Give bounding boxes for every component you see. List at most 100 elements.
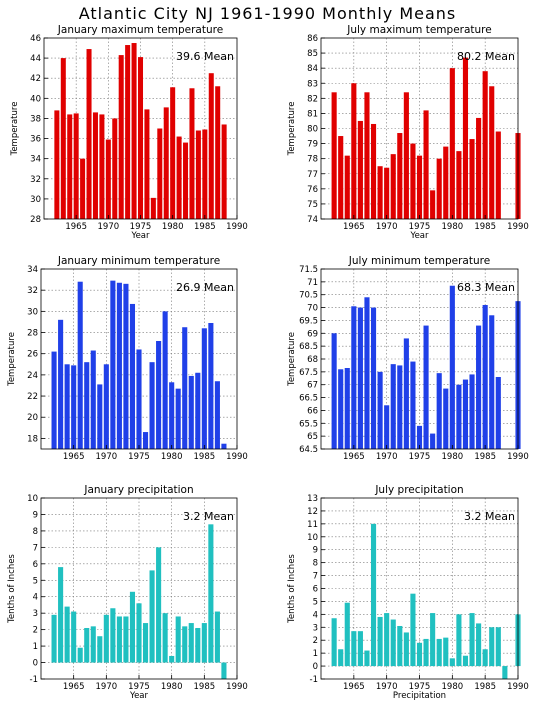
bar-1988	[221, 124, 227, 219]
y-tick-label: 2	[33, 626, 38, 636]
y-tick-label: 32	[30, 175, 41, 185]
bar-1966	[357, 631, 363, 667]
bar-1986	[489, 315, 495, 449]
bar-1969	[97, 384, 103, 449]
y-tick-label: 5	[33, 576, 38, 586]
y-tick-label: 68	[307, 355, 318, 365]
y-tick-label: 2	[313, 636, 318, 646]
bar-1963	[60, 58, 66, 219]
y-tick-label: 1	[33, 642, 38, 652]
bar-1984	[195, 627, 201, 663]
x-tick-label: 1980	[442, 222, 464, 232]
chart-panel-3: 18 20 22 24 26 28 30 32 34 1965 1970 1975 1980 1985 19…	[7, 255, 248, 462]
bar-1981	[456, 614, 462, 667]
y-axis-label: Temperature	[7, 332, 17, 387]
y-tick-label: 80	[307, 125, 318, 135]
bar-1975	[416, 155, 423, 219]
y-tick-label: 3	[33, 609, 38, 619]
y-tick-label: 8	[33, 527, 38, 537]
chart-panel-1: 28 30 32 34 36 38 40 42 44 46 1965 1970 1975 1980 1985…	[10, 24, 248, 241]
y-tick-label: 66.5	[299, 394, 318, 404]
y-axis-label: Tenths of Inches	[287, 554, 297, 624]
bar-1966	[357, 120, 363, 219]
bar-1980	[449, 658, 455, 667]
y-tick-label: 75	[307, 200, 318, 210]
chart-title: July precipitation	[374, 484, 463, 496]
y-tick-label: 28	[27, 329, 38, 339]
y-tick-label: 34	[30, 155, 41, 165]
y-tick-label: -1	[310, 675, 318, 685]
bar-1970	[384, 613, 390, 667]
x-axis-label: Year	[410, 231, 430, 241]
y-tick-label: 1	[313, 649, 318, 659]
x-tick-label: 1970	[96, 682, 118, 692]
bar-1987	[495, 377, 501, 449]
chart-title: January precipitation	[83, 484, 193, 496]
bar-1973	[123, 283, 129, 449]
y-tick-label: 67.5	[299, 368, 318, 378]
bar-1962	[51, 614, 57, 663]
bar-1982	[182, 626, 188, 663]
chart-panel-4: 64.5 65 65.5 66 66.5 67 67.5 68 68.5 69 69.5 70 70.5…	[287, 255, 529, 462]
bar-1969	[377, 371, 383, 449]
x-tick-label: 1965	[343, 452, 365, 462]
bar-1977	[149, 362, 155, 449]
y-tick-label: 3	[313, 623, 318, 633]
x-tick-label: 1965	[343, 222, 365, 232]
bar-1968	[90, 350, 96, 449]
bar-1971	[110, 280, 116, 449]
bar-1974	[129, 591, 136, 663]
y-tick-label: 13	[307, 494, 318, 504]
bar-1979	[162, 613, 168, 663]
y-tick-label: 71.5	[299, 265, 318, 275]
y-tick-label: 8	[313, 559, 318, 569]
chart-title: January maximum temperature	[57, 24, 223, 36]
y-tick-label: 7	[33, 543, 38, 553]
y-tick-label: 86	[307, 34, 318, 44]
bar-1965	[71, 365, 77, 449]
x-axis-label: Year	[131, 231, 151, 241]
x-tick-label: 1985	[194, 452, 216, 462]
y-tick-label: 46	[30, 34, 41, 44]
mean-label: 26.9 Mean	[176, 281, 234, 294]
y-tick-label: 85	[307, 49, 318, 59]
bar-1986	[208, 73, 214, 219]
mean-label: 3.2 Mean	[464, 510, 515, 523]
bar-1985	[482, 71, 488, 219]
main-title: Atlantic City NJ 1961-1990 Monthly Means	[78, 4, 457, 23]
bar-1984	[195, 130, 201, 219]
bar-1973	[403, 338, 409, 449]
bar-1969	[377, 616, 383, 667]
y-tick-label: 71	[307, 278, 318, 288]
bar-1966	[77, 281, 83, 449]
y-tick-label: 20	[27, 413, 38, 423]
x-tick-label: 1980	[442, 452, 464, 462]
bar-1982	[183, 142, 189, 219]
x-tick-label: 1975	[130, 222, 152, 232]
x-tick-label: 1990	[507, 222, 529, 232]
y-tick-label: -1	[30, 675, 38, 685]
bar-1972	[116, 282, 122, 449]
bar-1987	[215, 86, 221, 220]
y-tick-label: 11	[307, 520, 318, 530]
bar-1974	[410, 361, 416, 449]
bar-1972	[118, 55, 124, 219]
y-tick-label: 40	[30, 94, 41, 104]
y-axis-label: Temperature	[287, 102, 297, 157]
y-tick-label: 7	[313, 572, 318, 582]
bar-1967	[86, 49, 92, 219]
y-tick-label: 82	[307, 94, 318, 104]
y-tick-label: 10	[27, 494, 38, 504]
y-tick-label: 34	[27, 265, 38, 275]
y-tick-label: 10	[307, 533, 318, 543]
y-tick-label: 70	[307, 304, 318, 314]
x-tick-label: 1985	[474, 452, 496, 462]
bar-1984	[195, 372, 201, 449]
bar-1973	[125, 45, 131, 220]
bar-1983	[189, 88, 195, 220]
y-tick-label: 67	[307, 381, 318, 391]
bar-1975	[416, 425, 423, 449]
bar-1971	[112, 118, 118, 219]
x-axis-label: Year	[129, 691, 149, 701]
